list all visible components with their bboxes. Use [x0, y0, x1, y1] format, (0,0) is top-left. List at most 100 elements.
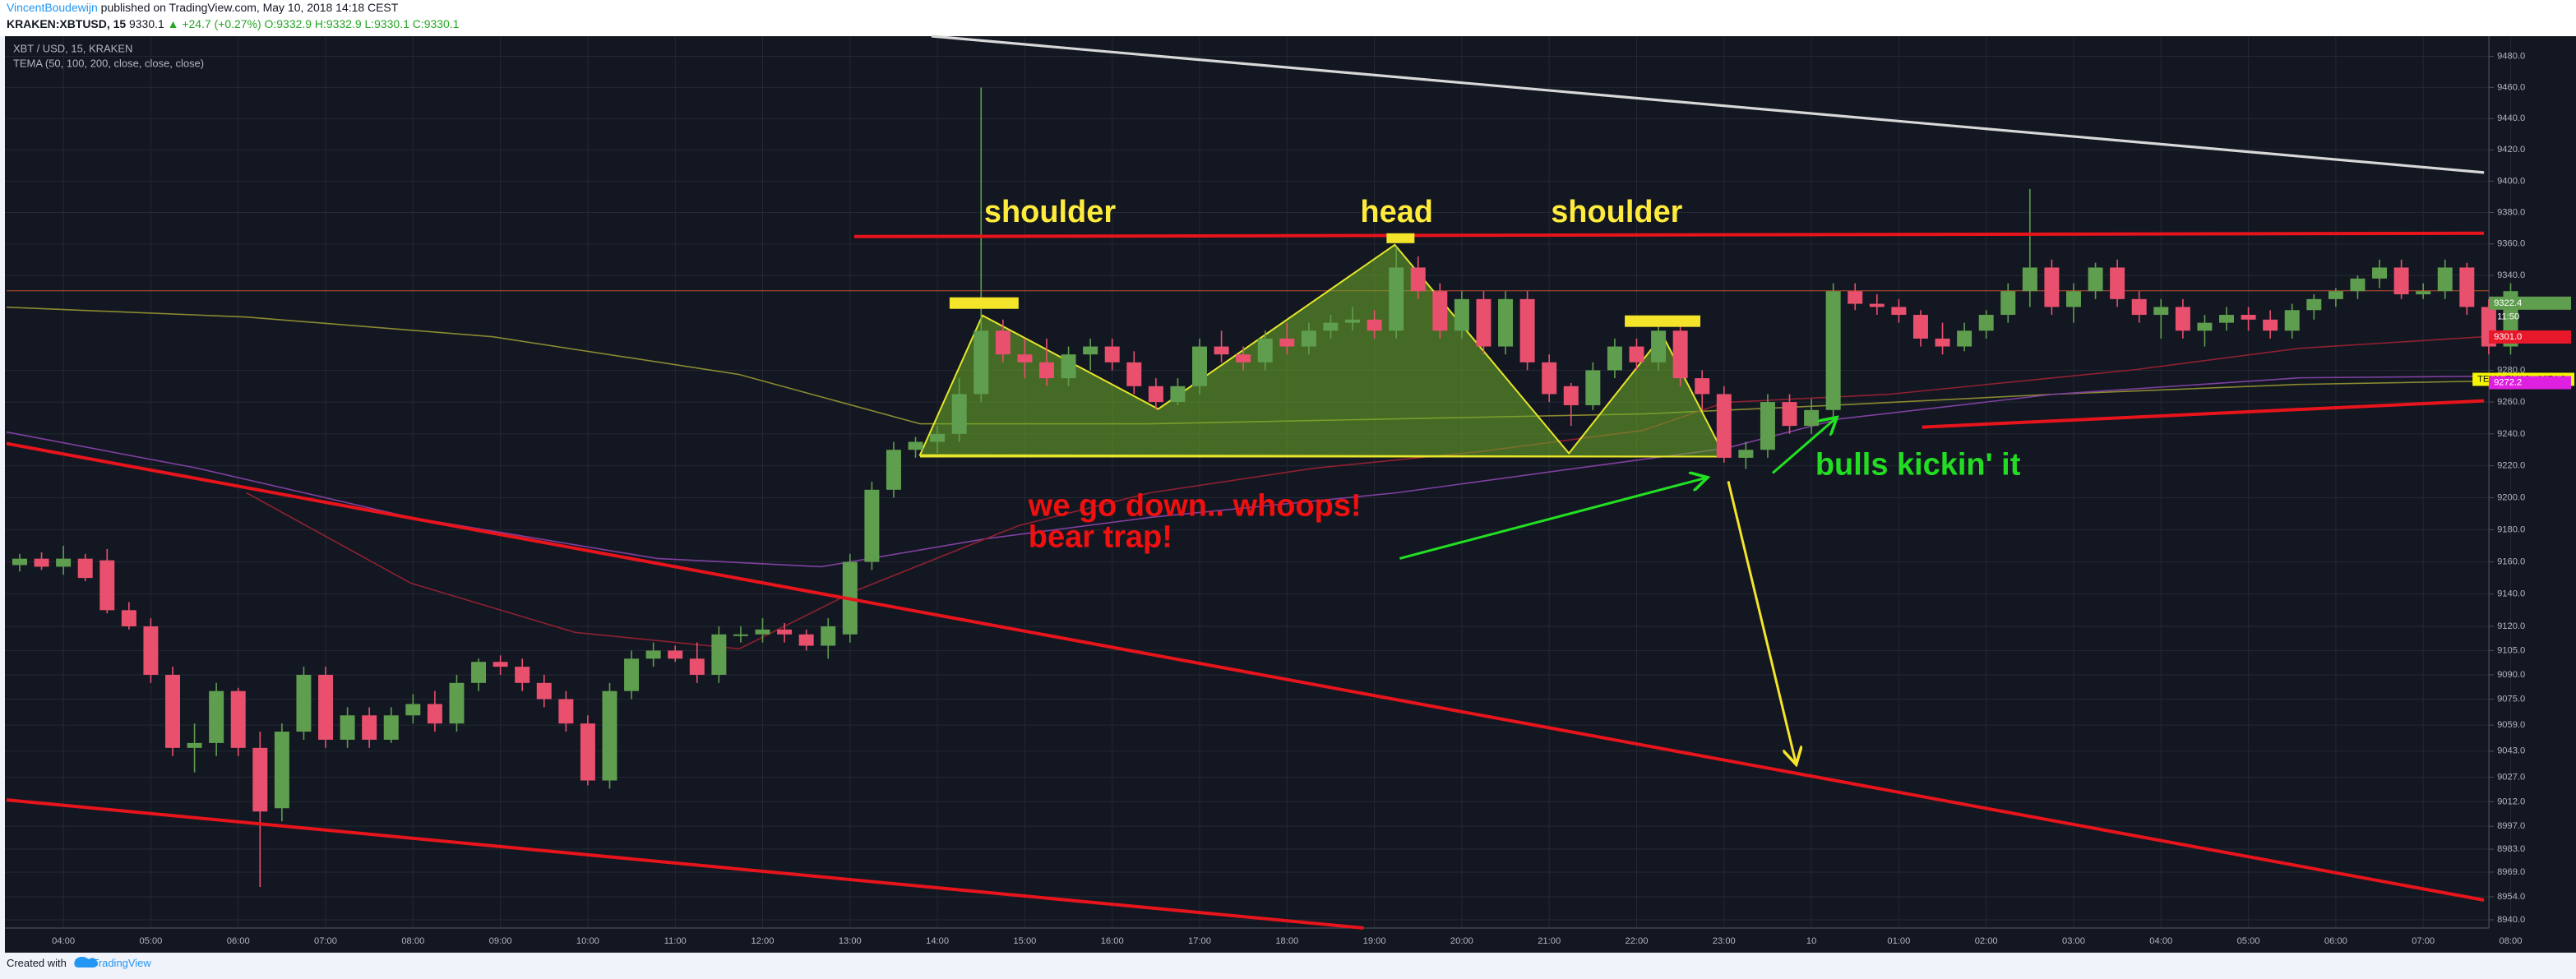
y-tick-label: 9280.0 [2497, 365, 2525, 375]
candle-body [1672, 330, 1688, 379]
y-tick-label: 9340.0 [2497, 270, 2525, 280]
x-tick-label: 18:00 [1275, 936, 1298, 946]
x-tick-label: 09:00 [489, 936, 512, 946]
candle-body [449, 682, 465, 724]
candle-body [318, 674, 334, 740]
y-tick-label: 9440.0 [2497, 113, 2525, 123]
x-tick-label: 13:00 [839, 936, 862, 946]
y-tick-label: 9200.0 [2497, 492, 2525, 502]
candle-body [1126, 362, 1142, 386]
y-tick-label: 8969.0 [2497, 867, 2525, 877]
candle-body [1257, 338, 1273, 363]
candle-body [930, 433, 946, 442]
y-tick-label: 9420.0 [2497, 145, 2525, 155]
y-tick-label: 9460.0 [2497, 82, 2525, 92]
y-tick-label: 9120.0 [2497, 621, 2525, 631]
author[interactable]: VincentBoudewijn [7, 1, 98, 14]
y-tick-label: 8997.0 [2497, 821, 2525, 831]
footer-bg [0, 952, 2576, 979]
y-tick-label: 9012.0 [2497, 797, 2525, 806]
candle-body [645, 650, 661, 659]
change: ▲ +24.7 (+0.27%) [168, 17, 261, 30]
candle-body [2350, 278, 2366, 292]
candle-body [340, 715, 355, 740]
x-tick-label: 02:00 [1975, 936, 1998, 946]
candle-body [12, 558, 27, 566]
y-tick-label: 8940.0 [2497, 915, 2525, 925]
candle-body [1192, 346, 1207, 386]
brand-icon [74, 956, 99, 967]
y-tick-label: 9160.0 [2497, 557, 2525, 567]
y-tick-label: 9075.0 [2497, 694, 2525, 704]
arrow [1771, 419, 1835, 474]
candle-body [733, 634, 748, 636]
candle-body [755, 629, 770, 635]
candle-body [1104, 346, 1120, 363]
y-tick-label: 9220.0 [2497, 461, 2525, 471]
annotation: we go down.. whoops! [1028, 488, 1362, 523]
candle-body [1804, 409, 1820, 427]
arrow [1727, 481, 1796, 763]
candle-body [1170, 386, 1186, 403]
candle-body [1038, 362, 1054, 379]
x-tick-label: 20:00 [1450, 936, 1473, 946]
candle-body [1389, 267, 1404, 331]
candle-body [2263, 319, 2278, 331]
candle-body [1432, 291, 1448, 331]
candle-body [886, 450, 901, 490]
x-tick-label: 01:00 [1887, 936, 1910, 946]
candle-body [2416, 291, 2431, 295]
annotation: shoulder [1551, 195, 1682, 229]
axis: 9480.0 9460.0 9440.0 9420.0 9400.0 9380.0 9360… [52, 52, 2575, 946]
candle-body [821, 626, 836, 646]
candle-body [1629, 346, 1644, 363]
candle-body [1651, 330, 1667, 363]
x-tick-label: 05:00 [2237, 936, 2260, 946]
candle-body [777, 629, 793, 635]
candle-body [1454, 298, 1469, 331]
candle-body [1410, 267, 1426, 292]
candle-body [1957, 330, 1972, 347]
candle-body [383, 715, 399, 740]
x-tick-label: 17:00 [1188, 936, 1211, 946]
x-tick-label: 19:00 [1363, 936, 1386, 946]
candle-body [1367, 319, 1382, 331]
candle-body [668, 650, 683, 659]
candle-body [2284, 310, 2300, 331]
candle-body [1695, 378, 1710, 395]
tema-line [246, 335, 2485, 650]
candle-body [1891, 307, 1907, 316]
candle-body [56, 558, 72, 567]
candle-body [362, 715, 377, 740]
candle-body [1498, 298, 1514, 347]
x-tick-label: 14:00 [926, 936, 949, 946]
candle-body [2328, 291, 2343, 299]
y-tick-label: 8954.0 [2497, 892, 2525, 902]
y-tick-label: 9140.0 [2497, 589, 2525, 599]
x-tick-label: 15:00 [1013, 936, 1036, 946]
candle-body [624, 658, 640, 691]
candle-body [2393, 267, 2409, 295]
y-tick-label: 9360.0 [2497, 239, 2525, 249]
trend-line [6, 441, 2485, 902]
candle-body [1345, 319, 1361, 323]
y-tick-label: 9090.0 [2497, 670, 2525, 680]
candle-body [602, 690, 617, 781]
candle-body [252, 747, 268, 812]
candle-body [951, 394, 967, 434]
annotation: bulls kickin' it [1815, 448, 2021, 483]
candle-body [471, 662, 487, 683]
x-tick-label: 03:00 [2062, 936, 2085, 946]
timer: 11:50 [2497, 312, 2519, 322]
x-tick-label: 11:00 [664, 936, 687, 946]
x-tick-label: 04:00 [52, 936, 75, 946]
y-tick-label: 9240.0 [2497, 429, 2525, 439]
y-tick-label: 8983.0 [2497, 844, 2525, 854]
annotation: bear trap! [1029, 520, 1172, 554]
candle-body [2022, 267, 2037, 292]
candle-body [2219, 315, 2234, 323]
brand[interactable]: TradingView [92, 957, 151, 969]
candle-body [1476, 298, 1491, 347]
candle-body [296, 674, 312, 732]
